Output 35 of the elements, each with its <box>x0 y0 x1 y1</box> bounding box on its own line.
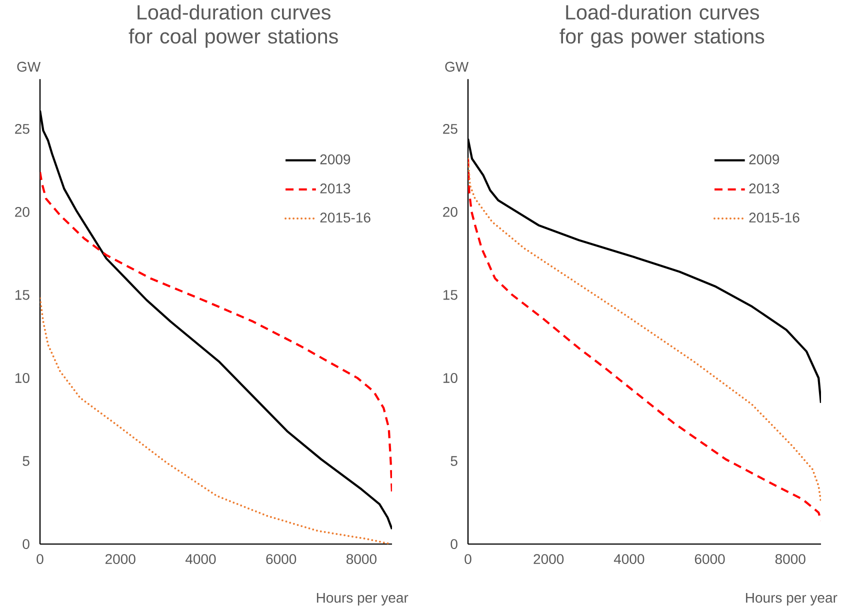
x-tick-label: 8000 <box>775 554 806 564</box>
x-tick-label: 0 <box>36 554 44 564</box>
y-tick-label: 25 <box>15 124 30 134</box>
x-tick-label: 2000 <box>534 554 564 564</box>
y-tick-label: 25 <box>443 124 458 134</box>
y-tick-label: 20 <box>15 206 30 217</box>
y-axis-title: GW <box>445 62 469 72</box>
y-tick-label: 15 <box>443 290 458 300</box>
legend-label: 2013 <box>320 184 350 194</box>
legend-label: 2009 <box>320 154 350 164</box>
x-tick-label: 6000 <box>266 554 296 564</box>
y-axis-title: GW <box>17 62 41 72</box>
y-tick-label: 5 <box>450 456 458 466</box>
y-tick-label: 20 <box>443 206 458 217</box>
x-tick-label: 4000 <box>614 554 644 564</box>
legend-label: 2009 <box>749 154 780 164</box>
legend-label: 2013 <box>749 184 780 194</box>
x-tick-label: 4000 <box>185 554 216 564</box>
y-tick-label: 0 <box>450 539 458 549</box>
y-tick-label: 0 <box>22 539 30 549</box>
x-tick-label: 6000 <box>694 554 725 564</box>
x-tick-label: 0 <box>464 554 472 564</box>
y-tick-label: 10 <box>15 373 30 383</box>
chart-title: Load-duration curves for coal power stations <box>128 4 338 48</box>
x-tick-label: 8000 <box>346 554 376 564</box>
y-tick-label: 15 <box>15 290 30 300</box>
x-axis-title: Hours per year <box>746 592 838 606</box>
legend-label: 2015-16 <box>749 212 800 223</box>
x-tick-label: 2000 <box>106 554 136 564</box>
y-tick-label: 10 <box>443 373 458 383</box>
y-tick-label: 5 <box>22 456 30 466</box>
x-axis-title: Hours per year <box>316 592 408 606</box>
legend-label: 2015-16 <box>320 212 370 223</box>
chart-title: Load-duration curves for gas power stations <box>560 4 764 48</box>
line-series <box>40 170 392 494</box>
